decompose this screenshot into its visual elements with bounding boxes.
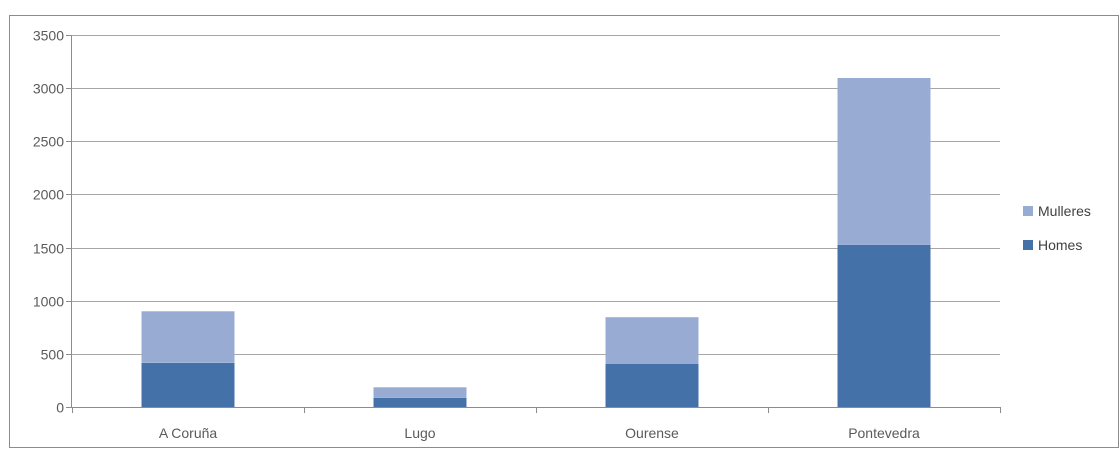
- y-tick-label-1000: 1000: [33, 294, 64, 310]
- y-tick-label-500: 500: [41, 347, 65, 363]
- legend-swatch-mulleres: [1023, 206, 1033, 216]
- y-tick-label-2000: 2000: [33, 187, 64, 203]
- y-tick-label-3500: 3500: [33, 28, 64, 44]
- y-tick-label-1500: 1500: [33, 241, 64, 257]
- y-tick-label-0: 0: [56, 400, 64, 416]
- y-tick-label-2500: 2500: [33, 134, 64, 150]
- bar-homes-a-coru-a: [141, 362, 235, 407]
- bar-mulleres-pontevedra: [837, 78, 931, 245]
- x-category-label-0: A Coruña: [159, 425, 218, 441]
- legend-label-homes: Homes: [1038, 237, 1082, 253]
- legend-label-mulleres: Mulleres: [1038, 203, 1091, 219]
- bar-homes-pontevedra: [837, 244, 931, 407]
- y-tick-label-3000: 3000: [33, 81, 64, 97]
- bar-homes-lugo: [373, 398, 467, 407]
- x-category-label-2: Ourense: [625, 425, 679, 441]
- bar-homes-ourense: [605, 364, 699, 407]
- bar-mulleres-lugo: [373, 387, 467, 398]
- legend-swatch-homes: [1023, 240, 1033, 250]
- bar-mulleres-a-coru-a: [141, 311, 235, 363]
- x-category-label-3: Pontevedra: [848, 425, 920, 441]
- x-category-label-1: Lugo: [404, 425, 435, 441]
- bar-mulleres-ourense: [605, 317, 699, 364]
